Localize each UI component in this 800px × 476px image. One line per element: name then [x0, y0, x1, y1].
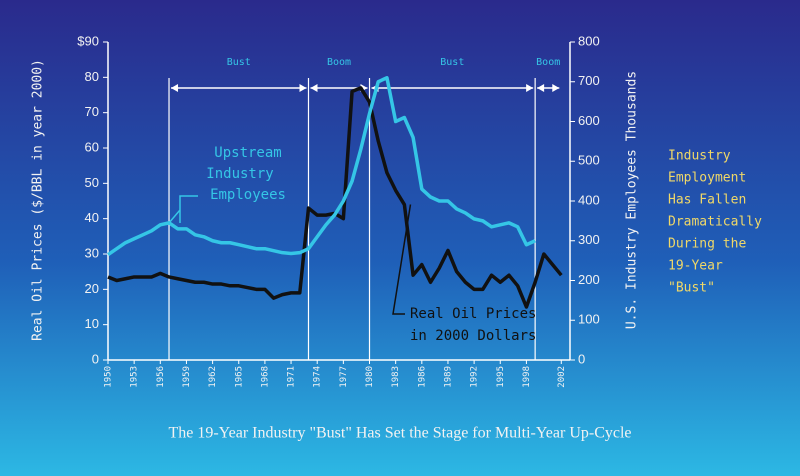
side-note: During the [668, 237, 746, 252]
x-tick-label: 1995 [496, 366, 506, 388]
x-tick-label: 1974 [313, 366, 323, 388]
side-note: Employment [668, 171, 746, 186]
chart-title: The 19-Year Industry "Bust" Has Set the … [168, 425, 631, 442]
y2-tick-label: 0 [578, 351, 585, 366]
series-label: Industry [206, 166, 273, 182]
x-tick-label: 1983 [391, 366, 401, 388]
side-note: Industry [668, 149, 731, 164]
series-line [107, 76, 536, 257]
x-tick-label: 1950 [104, 366, 114, 388]
y-tick-label: 10 [85, 316, 99, 331]
x-tick-label: 2002 [557, 366, 567, 388]
y2-axis-title: U.S. Industry Employees Thousands [625, 71, 640, 329]
y-tick-label: 60 [85, 139, 99, 154]
y-tick-label: 20 [85, 281, 99, 296]
side-note: Has Fallen [668, 193, 746, 208]
series-label: Real Oil Prices [410, 306, 536, 322]
x-tick-label: 1962 [208, 366, 218, 388]
x-tick-label: 1953 [130, 366, 140, 388]
side-note: "Bust" [668, 281, 715, 296]
side-note: 19-Year [668, 259, 723, 274]
arrow-head [537, 84, 560, 92]
period-label: Bust [440, 57, 464, 68]
x-tick-label: 1956 [156, 366, 166, 388]
y-tick-label: 80 [85, 69, 99, 84]
x-tick-label: 1965 [234, 366, 244, 388]
x-tick-label: 1998 [522, 366, 532, 388]
x-tick-label: 1971 [287, 366, 297, 388]
y-tick-label: 40 [85, 210, 99, 225]
x-tick-label: 1959 [182, 366, 192, 388]
side-note: Dramatically [668, 215, 762, 230]
y2-tick-label: 100 [578, 312, 600, 327]
x-tick-label: 1977 [339, 366, 349, 388]
y-tick-label: 50 [85, 175, 99, 190]
x-tick-label: 1986 [417, 366, 427, 388]
y2-tick-label: 300 [578, 232, 600, 247]
x-tick-label: 1992 [470, 366, 480, 388]
y2-tick-label: 700 [578, 73, 600, 88]
x-tick-label: 1980 [365, 366, 375, 388]
y-tick-label: 70 [85, 104, 99, 119]
y2-tick-label: 200 [578, 272, 600, 287]
leader-line [168, 195, 198, 224]
y-tick-label: 0 [92, 351, 99, 366]
y2-tick-label: 800 [578, 33, 600, 48]
y2-tick-label: 400 [578, 192, 600, 207]
y2-tick-label: 500 [578, 153, 600, 168]
period-label: Bust [227, 57, 251, 68]
period-label: Boom [327, 57, 351, 68]
series-label: Employees [210, 187, 286, 203]
series-label: in 2000 Dollars [410, 328, 536, 344]
period-label: Boom [536, 57, 560, 68]
y-tick-label: $90 [77, 33, 99, 48]
y-tick-label: 30 [85, 245, 99, 260]
x-tick-label: 1968 [260, 366, 270, 388]
y-axis-title: Real Oil Prices ($/BBL in year 2000) [31, 59, 46, 341]
leader-line [392, 204, 412, 315]
y2-tick-label: 600 [578, 113, 600, 128]
x-tick-label: 1989 [443, 366, 453, 388]
series-label: Upstream [214, 145, 281, 161]
